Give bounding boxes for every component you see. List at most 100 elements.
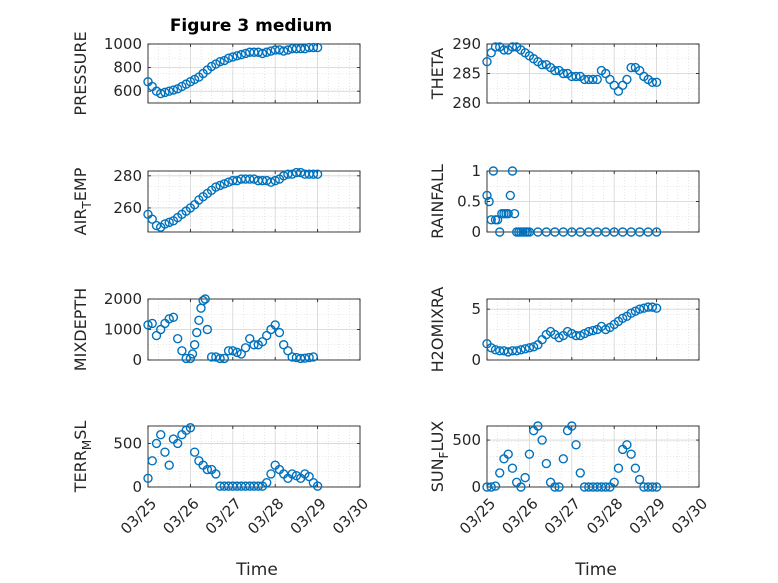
data-point xyxy=(584,326,594,337)
data-point xyxy=(505,190,516,201)
data-point xyxy=(482,57,492,67)
x-tick-label: 03/25 xyxy=(456,495,499,538)
y-tick-label: 285 xyxy=(452,65,481,83)
data-point xyxy=(495,468,505,478)
data-point xyxy=(647,482,658,492)
data-point xyxy=(262,477,272,488)
y-axis-label: PRESSURE xyxy=(71,31,90,115)
axes-box xyxy=(486,298,700,361)
x-tick-label: 03/29 xyxy=(626,495,669,538)
data-point xyxy=(571,330,581,341)
figure-title: Figure 3 medium xyxy=(170,16,332,36)
data-point xyxy=(147,214,157,224)
data-point xyxy=(283,169,293,179)
data-point xyxy=(257,48,268,59)
data-point xyxy=(283,346,293,356)
subplot-terr: 0 500 TERRMSL xyxy=(71,421,361,496)
subplot-pressure: 600 800 1000 PRESSURE xyxy=(71,31,361,116)
y-tick-label: 500 xyxy=(113,434,142,452)
y-tick-label: 0.5 xyxy=(457,193,481,211)
data-point xyxy=(156,324,166,335)
data-point xyxy=(533,421,543,431)
x-tick-label: 03/30 xyxy=(668,495,711,538)
data-point xyxy=(651,77,662,88)
data-point xyxy=(490,481,501,491)
data-point xyxy=(181,353,191,364)
data-point xyxy=(571,440,581,450)
data-point xyxy=(524,449,535,459)
x-tick-label: 03/26 xyxy=(159,495,202,538)
data-point xyxy=(253,481,263,491)
data-point xyxy=(240,343,251,353)
data-point xyxy=(295,167,306,178)
y-axis-label-main: RAINFALL xyxy=(428,164,447,239)
y-axis-label: THETA xyxy=(428,48,447,100)
data-point xyxy=(278,171,289,181)
data-point xyxy=(304,471,314,482)
data-point xyxy=(634,474,645,485)
data-point xyxy=(164,86,174,96)
data-point xyxy=(558,454,569,464)
y-tick-label: 1000 xyxy=(104,35,142,53)
data-point xyxy=(609,477,619,488)
data-point xyxy=(484,196,494,207)
data-point xyxy=(194,315,204,326)
data-point xyxy=(215,353,225,364)
data-point xyxy=(490,42,501,52)
y-axis-label-subscript: T xyxy=(80,201,94,210)
y-axis-label-subscript: F xyxy=(437,451,451,458)
data-point xyxy=(622,74,632,85)
data-point xyxy=(228,346,238,356)
data-point xyxy=(270,320,280,330)
data-point xyxy=(554,482,564,492)
data-point xyxy=(189,340,200,350)
data-point xyxy=(601,482,611,492)
y-axis-label: SUNFLUX xyxy=(428,421,451,493)
y-axis-label-main: SUN xyxy=(428,458,447,492)
y-tick-label: 280 xyxy=(113,167,142,185)
data-point xyxy=(232,51,242,61)
data-point xyxy=(262,47,272,57)
data-point xyxy=(160,447,170,457)
data-point xyxy=(287,469,297,479)
data-point xyxy=(232,175,242,186)
data-point xyxy=(520,472,530,483)
data-point xyxy=(550,482,560,492)
data-point xyxy=(511,346,522,356)
y-tick-label: 500 xyxy=(452,431,481,449)
data-point xyxy=(211,182,221,192)
x-axis-label: Time xyxy=(235,560,278,580)
data-point xyxy=(245,174,255,184)
x-tick-label: 03/29 xyxy=(287,495,330,538)
y-tick-label: 800 xyxy=(113,59,142,77)
y-axis-label: RAINFALL xyxy=(428,164,447,239)
data-point xyxy=(245,333,255,344)
y-tick-label: 0 xyxy=(132,478,142,496)
data-point xyxy=(223,177,234,187)
data-point xyxy=(495,227,505,237)
data-point xyxy=(647,302,658,312)
data-point xyxy=(304,352,314,363)
x-tick-label: 03/27 xyxy=(202,495,245,538)
data-point xyxy=(223,53,234,63)
data-point xyxy=(651,482,662,492)
data-point xyxy=(249,174,259,184)
data-point xyxy=(202,324,213,335)
data-point xyxy=(499,45,509,55)
data-point xyxy=(143,473,153,483)
x-tick-label: 03/26 xyxy=(498,495,541,538)
data-point xyxy=(291,167,302,178)
data-point xyxy=(651,303,662,313)
y-axis-label-main: H2OMIXRA xyxy=(428,287,447,373)
data-point xyxy=(488,166,499,176)
y-axis-label-main: TERR xyxy=(71,450,90,493)
data-point xyxy=(647,77,658,88)
y-tick-label: 280 xyxy=(452,94,481,112)
data-point xyxy=(172,438,183,449)
axes-box xyxy=(147,170,361,233)
data-point xyxy=(308,352,319,362)
data-point xyxy=(558,68,569,79)
data-point xyxy=(228,52,238,62)
data-point xyxy=(278,46,289,56)
subplot-mixdepth: 0 1000 2000 MIXDEPTH xyxy=(71,288,361,371)
